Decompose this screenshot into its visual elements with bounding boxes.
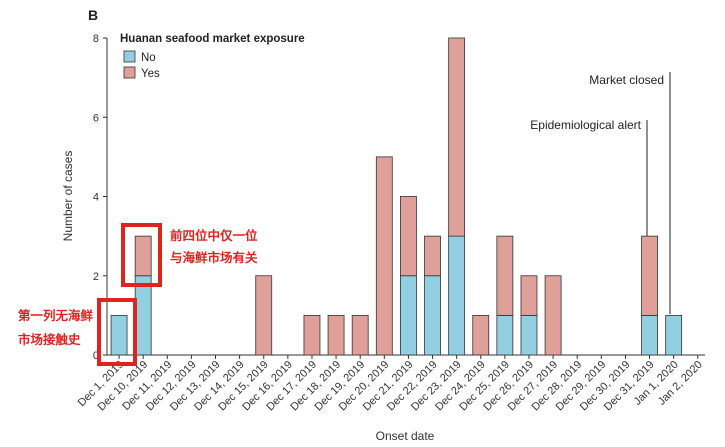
bar-yes-1 — [134, 235, 152, 277]
bar-no-0 — [110, 314, 128, 356]
bar-yes-10 — [351, 314, 369, 356]
y-tick-label: 0 — [93, 350, 99, 362]
callout-box-dec10 — [121, 223, 162, 287]
callout-text-dec1-line2: 市场接触史 — [18, 332, 81, 347]
bar-yes-22 — [641, 235, 658, 316]
bar-yes-14 — [448, 37, 466, 237]
callout-text-dec10-line1: 前四位中仅一位 — [170, 228, 258, 243]
x-axis-label: Onset date — [376, 429, 435, 443]
bar-yes-17 — [520, 275, 538, 316]
bar-no-1 — [134, 275, 152, 356]
bar-yes-9 — [327, 314, 345, 356]
bar-yes-15 — [472, 314, 490, 356]
bar-no-13 — [424, 275, 441, 356]
y-tick-label: 4 — [93, 192, 99, 204]
bar-yes-11 — [375, 156, 393, 356]
bar-yes-8 — [303, 314, 321, 356]
panel-letter: B — [88, 7, 98, 23]
legend: Huanan seafood market exposure No Yes — [120, 33, 305, 80]
bar-no-12 — [400, 275, 417, 356]
legend-label-yes: Yes — [141, 68, 160, 80]
bar-yes-13 — [424, 235, 441, 277]
bar-no-16 — [496, 314, 514, 356]
callouts: 前四位中仅一位 与海鲜市场有关 第一列无海鲜 市场接触史 — [18, 223, 258, 366]
market-closed-label: Market closed — [589, 73, 664, 87]
bar-no-17 — [520, 314, 538, 356]
bar-yes-6 — [255, 275, 273, 356]
callout-text-dec1-line1: 第一列无海鲜 — [18, 308, 94, 323]
legend-label-no: No — [141, 52, 156, 64]
bar-no-22 — [641, 314, 658, 356]
y-tick-label: 8 — [93, 33, 99, 45]
bar-yes-18 — [544, 275, 562, 356]
legend-title: Huanan seafood market exposure — [120, 33, 305, 45]
y-tick-label: 6 — [93, 112, 99, 124]
legend-swatch-no — [123, 50, 136, 63]
bar-yes-12 — [400, 196, 417, 277]
bar-yes-16 — [496, 235, 514, 316]
y-tick-label: 2 — [93, 271, 99, 283]
epidemiological-alert-label: Epidemiological alert — [530, 118, 641, 132]
callout-box-dec1 — [97, 298, 137, 366]
legend-swatch-yes — [123, 66, 136, 79]
y-tick-labels: 0 2 4 6 8 — [93, 33, 107, 362]
y-axis-label: Number of cases — [61, 151, 75, 242]
bar-no-23 — [665, 314, 683, 356]
annotations: Epidemiological alert Market closed — [530, 72, 671, 314]
bar-no-14 — [448, 235, 466, 356]
callout-text-dec10-line2: 与海鲜市场有关 — [170, 250, 258, 265]
